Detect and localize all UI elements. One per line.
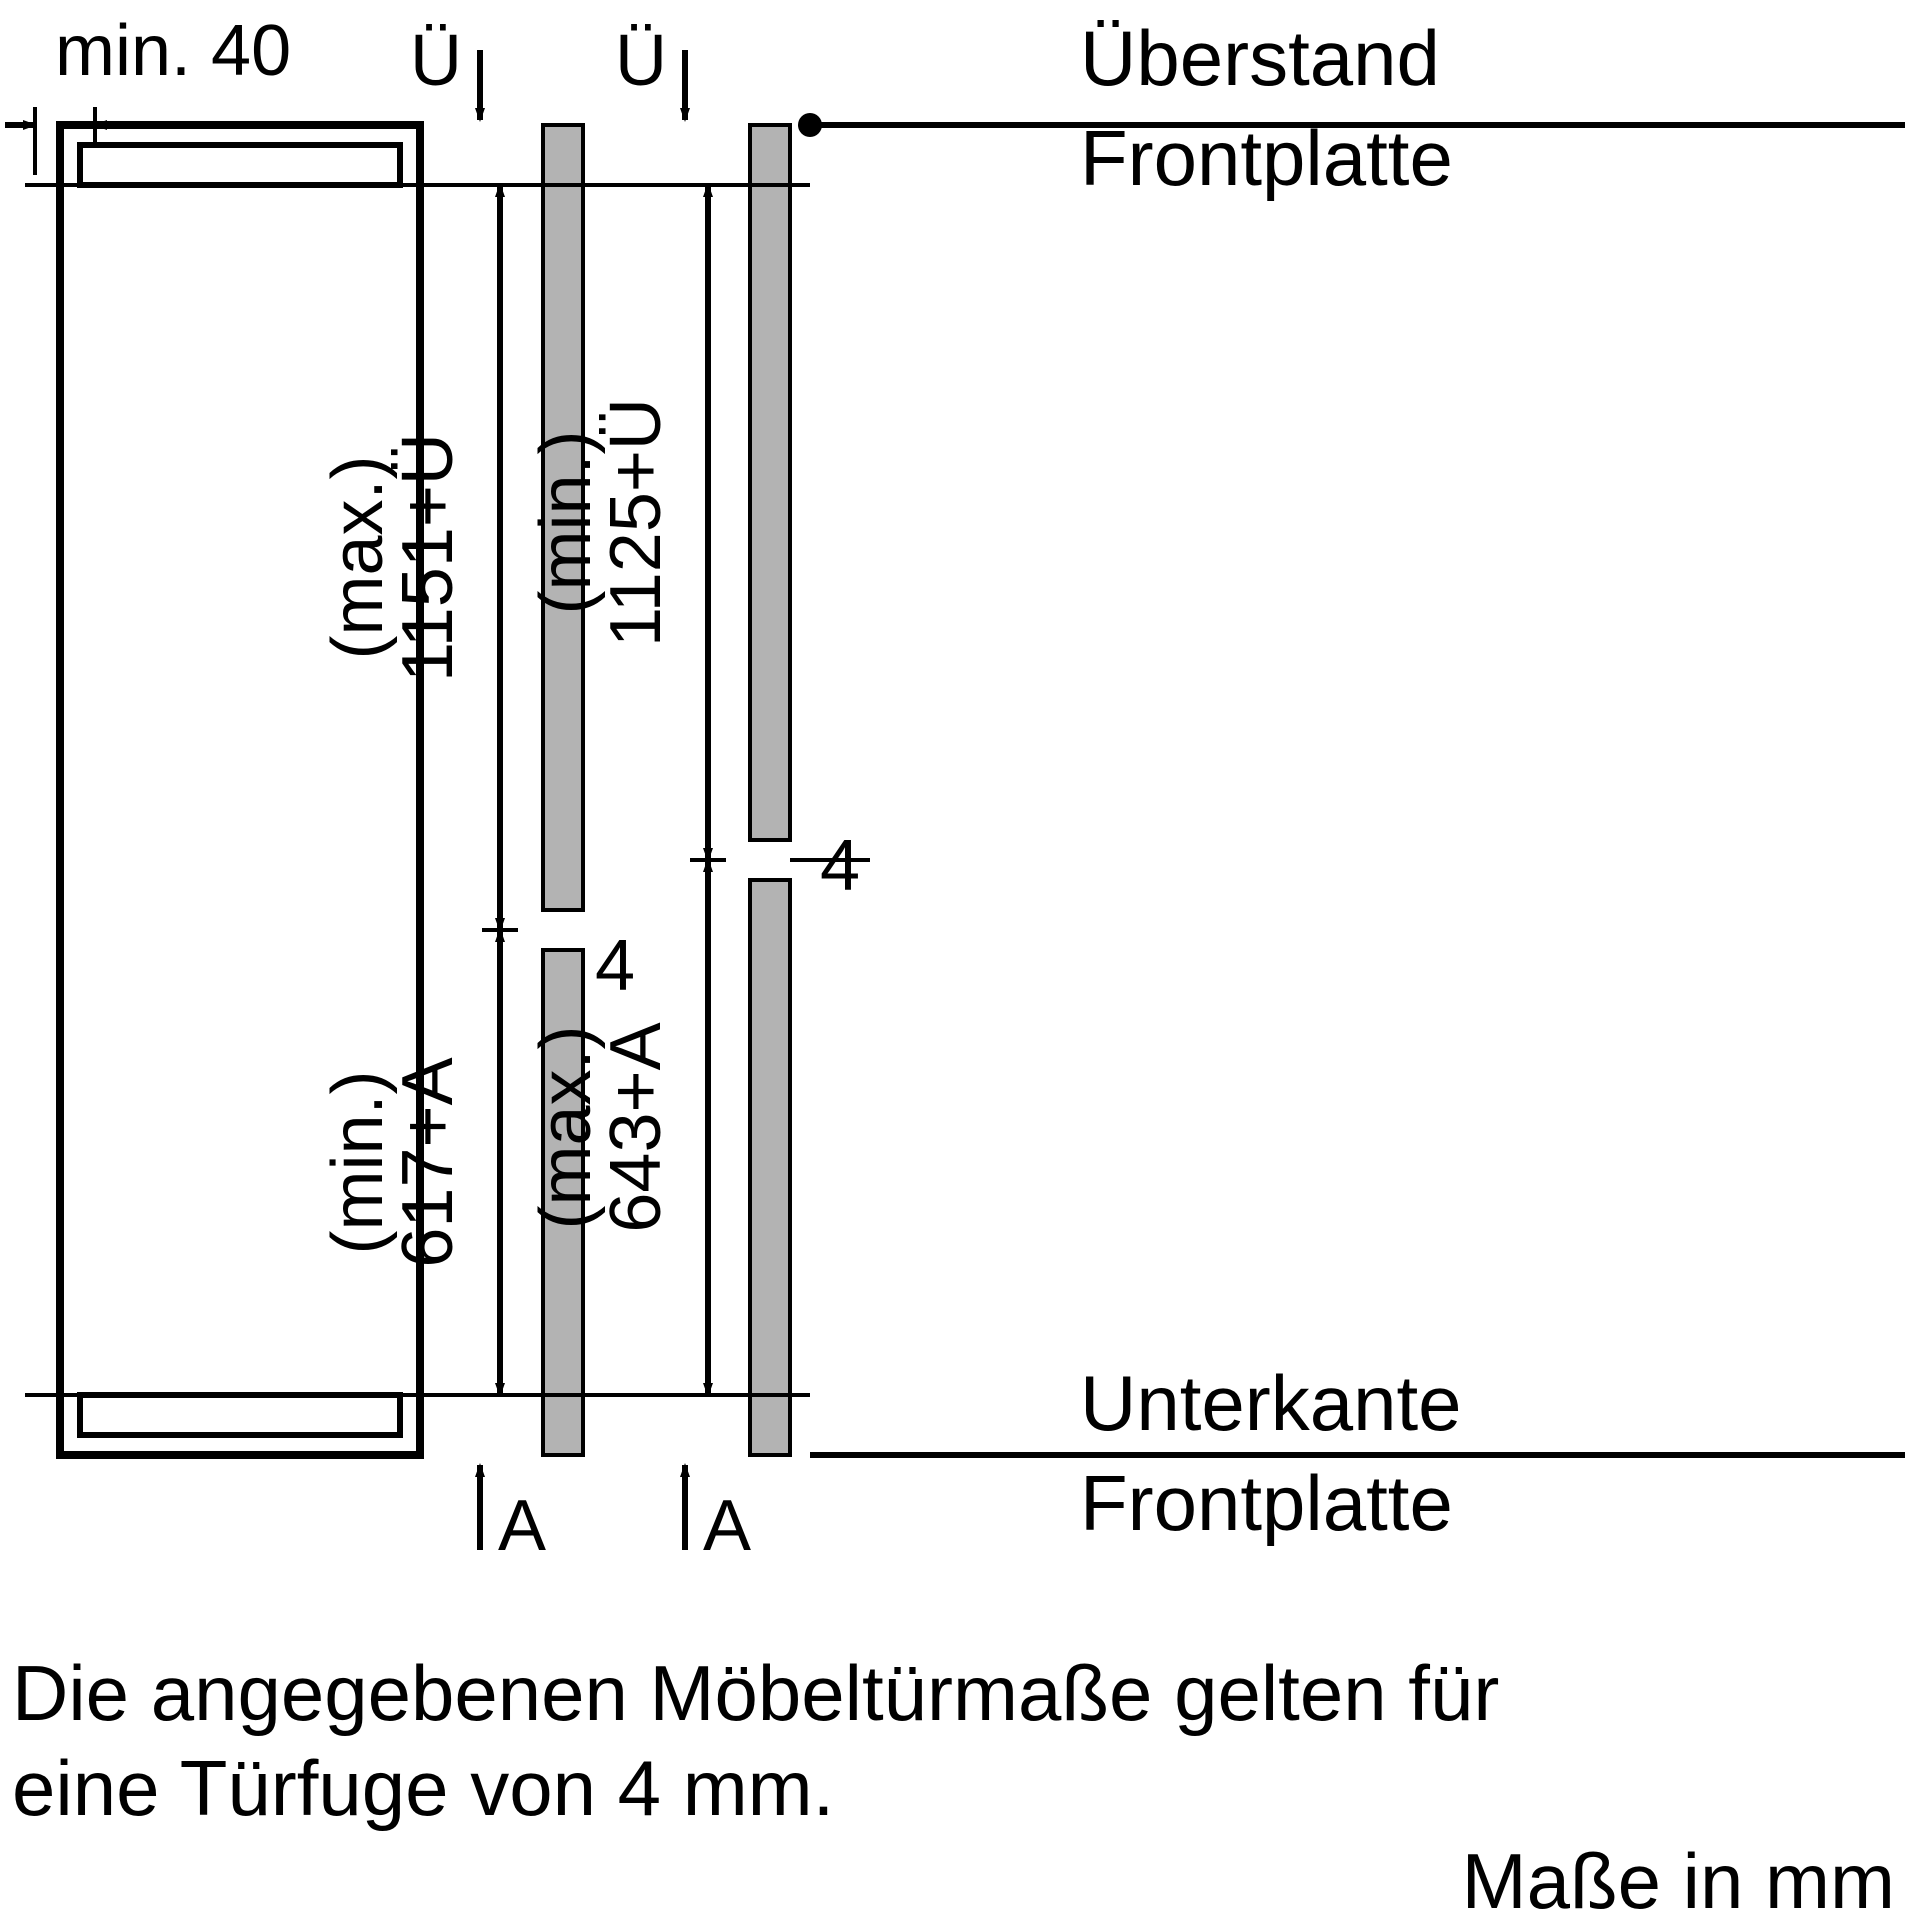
footer-line-2: eine Türfuge von 4 mm. <box>12 1744 834 1832</box>
footer-line-1: Die angegebenen Möbeltürmaße gelten für <box>12 1649 1499 1737</box>
frontplatte-bottom-label: Frontplatte <box>1080 1459 1453 1547</box>
front-panel-2 <box>750 125 790 840</box>
top-leader-dot <box>798 113 822 137</box>
frontplatte-top-label: Frontplatte <box>1080 114 1453 202</box>
u1-label: Ü <box>410 21 462 101</box>
dim-617-value: 617+A <box>388 1057 468 1267</box>
cabinet-outline <box>60 125 420 1455</box>
gap4-a: 4 <box>595 926 635 1006</box>
gap4-b: 4 <box>820 826 860 906</box>
dim-1151-note: (max.) <box>318 456 398 660</box>
dim-643-note: (max.) <box>526 1026 606 1230</box>
dim-1125-value: 1125+Ü <box>596 398 676 647</box>
min40-label: min. 40 <box>55 11 291 91</box>
dimension-diagram: min. 40 Ü Ü A A Überstand Frontplatte Unterkant… <box>0 0 1911 1920</box>
upper-door <box>80 145 400 185</box>
unterkante-label: Unterkante <box>1080 1359 1462 1447</box>
u2-label: Ü <box>615 21 667 101</box>
dim-1125-note: (min.) <box>526 431 606 615</box>
dim-643-value: 643+A <box>596 1022 676 1232</box>
dim-617-note: (min.) <box>318 1071 398 1255</box>
front-panel-3 <box>750 880 790 1455</box>
ueberstand-label: Überstand <box>1080 14 1440 102</box>
dim-1151-value: 1151+Ü <box>388 433 468 682</box>
lower-door <box>80 1395 400 1435</box>
units-label: Maße in mm <box>1462 1837 1895 1920</box>
a2-label: A <box>703 1486 751 1566</box>
a1-label: A <box>498 1486 546 1566</box>
